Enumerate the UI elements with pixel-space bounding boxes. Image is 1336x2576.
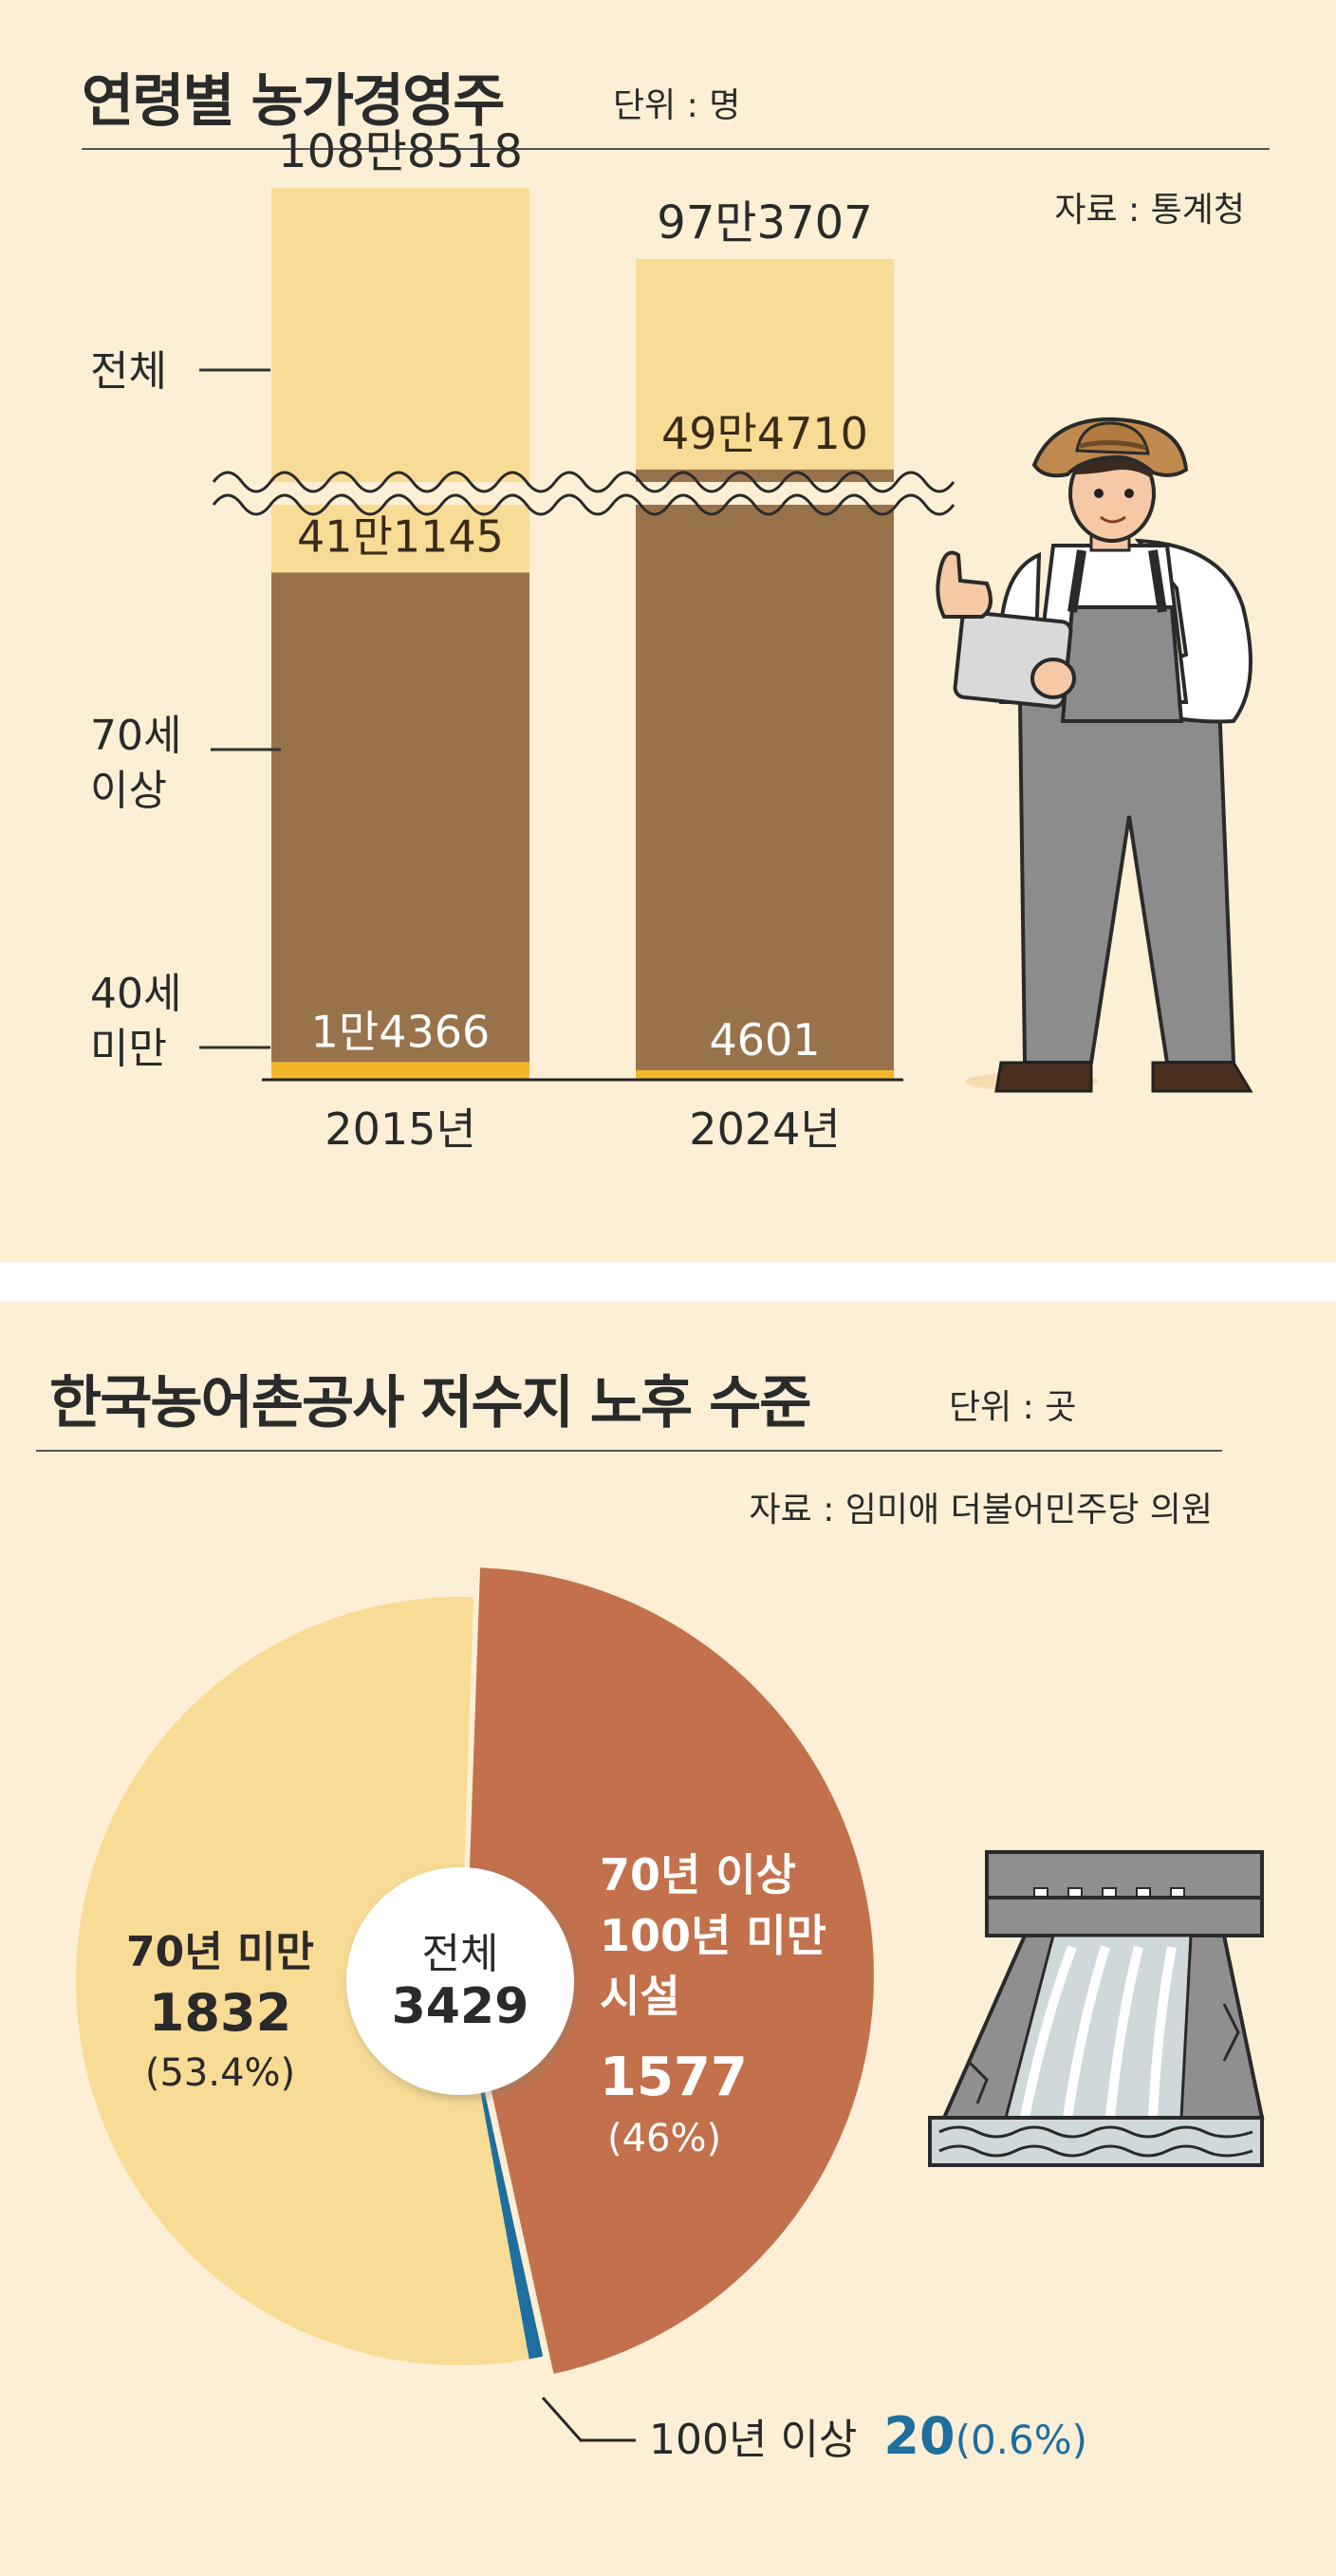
- bar-under40-2024년: [636, 1070, 894, 1080]
- unit-label: 단위 : 명: [613, 86, 741, 125]
- slice-label-70to100-line1: 70년 이상: [600, 1849, 796, 1900]
- reservoir-age-panel: 한국농어촌공사 저수지 노후 수준 단위 : 곳 자료 : 임미애 더불어민주당…: [0, 1302, 1336, 2576]
- source-label: 자료 : 통계청: [1054, 191, 1245, 230]
- pie-chart: 전체 3429 70년 미만 1832 (53.4%) 70년 이상 100년 …: [76, 1567, 1265, 2466]
- x-tick-2015년: 2015년: [325, 1103, 475, 1155]
- pie-center-hole: [346, 1867, 574, 2095]
- slice-label-70to100-line2: 100년 미만: [600, 1910, 826, 1961]
- legend-label-under40-line2: 미만: [90, 1025, 167, 1073]
- x-tick-2024년: 2024년: [689, 1103, 840, 1155]
- slice-label-70to100-line3: 시설: [600, 1971, 680, 2022]
- label-total-2024년: 97만3707: [657, 196, 872, 250]
- label-under40-2015년: 1만4366: [311, 1006, 491, 1057]
- legend-label-70plus-line2: 이상: [90, 767, 167, 815]
- slice-label-under70: 70년 미만: [126, 1928, 314, 1976]
- bar-chart: 108만8518 41만1145 1만4366 2015년 97만3707 49만4710…: [90, 125, 1253, 1155]
- bar-70plus-2015년: [271, 572, 529, 1080]
- legend-label-total: 전체: [90, 347, 167, 396]
- center-label: 전체: [422, 1930, 499, 1978]
- legend-label-70plus-line1: 70세: [90, 712, 181, 760]
- legend-label-under40-line1: 40세: [90, 970, 181, 1018]
- label-70plus-2015년: 41만1145: [297, 511, 504, 563]
- slice-value-70to100: 1577: [600, 2047, 748, 2108]
- source-label: 자료 : 임미애 더불어민주당 의원: [749, 1491, 1213, 1529]
- farm-operators-panel: 연령별 농가경영주 단위 : 명 자료 : 통계청 108만8518 41만114…: [0, 0, 1336, 1262]
- chart-title: 연령별 농가경영주: [82, 68, 505, 135]
- pie-slice-0: [466, 1567, 875, 2374]
- slice-percent-70to100: (46%): [607, 2117, 721, 2160]
- label-under40-2024년: 4601: [709, 1014, 820, 1066]
- slice-value-under70: 1832: [149, 1983, 291, 2043]
- farmer-illustration: [936, 417, 1253, 1093]
- slice-percent-under70: (53.4%): [145, 2051, 295, 2095]
- bar-under40-2015년: [271, 1062, 529, 1080]
- label-70plus-2024년: 49만4710: [661, 408, 868, 459]
- slice-label-100plus: 100년 이상 20(0.6%): [649, 2406, 1087, 2466]
- bar-70plus-2024년: [636, 469, 894, 1080]
- title-divider: [82, 148, 1270, 150]
- dam-illustration: [928, 1850, 1265, 2167]
- leader-line-100plus: [541, 2397, 636, 2442]
- unit-label: 단위 : 곳: [949, 1388, 1077, 1427]
- center-value: 3429: [392, 1978, 529, 2035]
- label-total-2015년: 108만8518: [278, 125, 523, 178]
- axis-break-wave: [212, 471, 956, 516]
- pie-slice-2: [76, 1596, 529, 2365]
- title-divider: [36, 1450, 1222, 1452]
- chart-title: 한국농어촌공사 저수지 노후 수준: [49, 1370, 811, 1436]
